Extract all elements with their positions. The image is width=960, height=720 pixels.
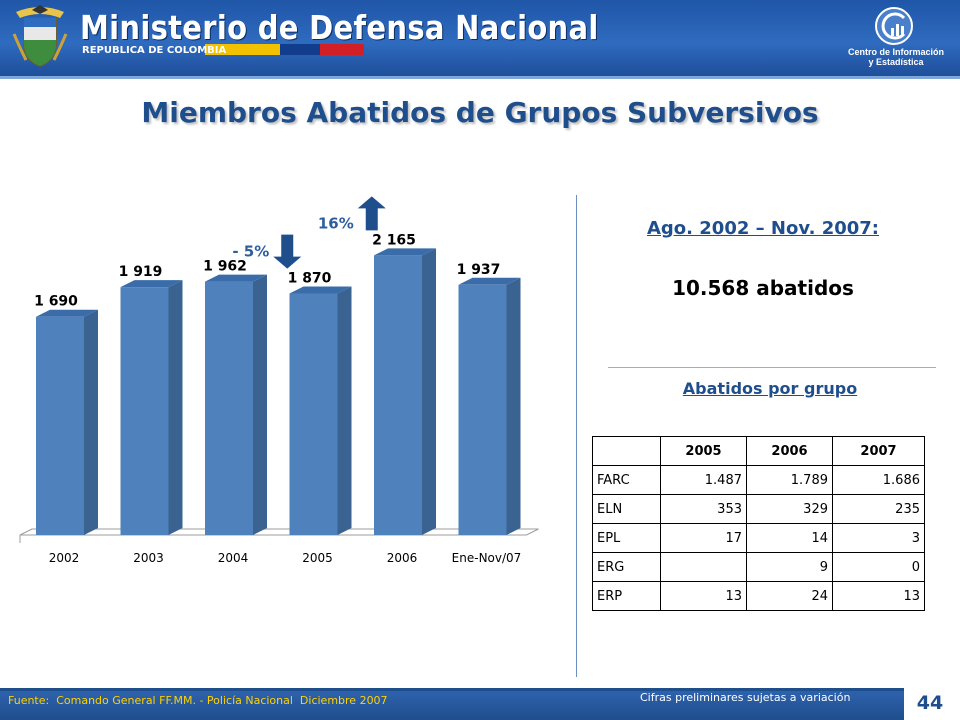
- information-center-line-1: Centro de Información: [847, 47, 944, 57]
- bar-side: [84, 309, 98, 535]
- table-row: EPL 17 14 3: [592, 523, 925, 553]
- change-label: 16%: [318, 214, 354, 232]
- data-label: 1 919: [119, 264, 163, 280]
- bar-top: [120, 280, 183, 288]
- table-cell: 1.686: [832, 465, 925, 495]
- bar-side: [337, 286, 352, 535]
- group-table: 2005 2006 2007 FARC 1.487 1.789 1.686 EL…: [592, 436, 925, 611]
- data-label: 1 962: [203, 259, 247, 275]
- column-header: 2007: [832, 436, 925, 466]
- bar-side: [506, 277, 521, 535]
- table-cell: 1.789: [746, 465, 833, 495]
- bar: [374, 255, 422, 535]
- group-name: ERP: [592, 581, 661, 611]
- table-cell: 329: [746, 494, 833, 524]
- bar: [289, 293, 338, 535]
- bar-side: [168, 280, 183, 535]
- bar-top: [374, 248, 436, 256]
- footer-bar: [0, 691, 904, 720]
- data-label: 1 870: [288, 270, 332, 286]
- header-bar: [0, 0, 960, 78]
- x-tick-label: 2004: [218, 551, 249, 565]
- bar: [36, 316, 84, 535]
- data-label: 1 937: [457, 262, 501, 278]
- data-label: 2 165: [372, 232, 416, 248]
- bar-side: [253, 274, 267, 535]
- republic-label: REPUBLICA DE COLOMBIA: [82, 45, 227, 56]
- header-divider: [0, 76, 960, 79]
- information-center-label: Centro de Información y Estadística: [840, 47, 952, 67]
- column-header: [592, 436, 661, 466]
- column-header: 2005: [660, 436, 747, 466]
- table-cell: 17: [660, 523, 747, 553]
- footer-divider: [0, 688, 904, 691]
- preliminary-note: Cifras preliminares sujetas a variación: [640, 691, 851, 704]
- source-note: Fuente: Comando General FF.MM. - Policía…: [8, 694, 388, 707]
- table-row: ELN 353 329 235: [592, 494, 925, 524]
- coat-of-arms-icon: [12, 5, 68, 67]
- information-center-logo-icon: [875, 7, 913, 45]
- table-cell: 353: [660, 494, 747, 524]
- flag-stripe-yellow: [205, 44, 280, 55]
- x-tick-label: 2003: [133, 551, 164, 565]
- table-cell: 0: [832, 552, 925, 582]
- x-tick-label: 2002: [49, 551, 80, 565]
- group-name: ELN: [592, 494, 661, 524]
- table-cell: 9: [746, 552, 833, 582]
- column-header: 2006: [746, 436, 833, 466]
- table-cell: [660, 552, 747, 582]
- x-tick-label: 2005: [302, 551, 333, 565]
- total-count: 10.568 abatidos: [672, 276, 854, 300]
- arrow-up-icon: [357, 196, 386, 231]
- table-cell: 235: [832, 494, 925, 524]
- bar-top: [205, 274, 267, 282]
- information-center-line-2: y Estadística: [868, 57, 924, 67]
- x-tick-label: 2006: [387, 551, 418, 565]
- table-cell: 14: [746, 523, 833, 553]
- group-name: FARC: [592, 465, 661, 495]
- table-cell: 13: [832, 581, 925, 611]
- bar-side: [422, 248, 436, 535]
- table-row: ERP 13 24 13: [592, 581, 925, 611]
- ministry-title: Ministerio de Defensa Nacional: [80, 8, 599, 48]
- period-label: Ago. 2002 – Nov. 2007:: [646, 218, 879, 239]
- page-title: Miembros Abatidos de Grupos Subversivos: [141, 96, 819, 129]
- bar: [205, 281, 253, 535]
- table-row: FARC 1.487 1.789 1.686: [592, 465, 925, 495]
- bar: [120, 287, 169, 535]
- vertical-divider: [576, 195, 577, 677]
- flag-stripe-blue: [280, 44, 320, 55]
- group-name: ERG: [592, 552, 661, 582]
- table-cell: 1.487: [660, 465, 747, 495]
- table-cell: 13: [660, 581, 747, 611]
- table-header-row: 2005 2006 2007: [592, 436, 925, 466]
- group-name: EPL: [592, 523, 661, 553]
- bar-top: [36, 309, 98, 317]
- bar: [458, 284, 507, 535]
- group-table-heading: Abatidos por grupo: [682, 379, 858, 398]
- x-tick-label: Ene-Nov/07: [452, 551, 522, 565]
- data-label: 1 690: [34, 294, 78, 310]
- flag-stripe-red: [320, 44, 364, 55]
- table-cell: 3: [832, 523, 925, 553]
- horizontal-divider: [608, 367, 936, 368]
- bar-top: [458, 277, 521, 285]
- page-number: 44: [916, 692, 944, 714]
- table-row: ERG 9 0: [592, 552, 925, 582]
- bar-chart: 1 690 2002 1 919 2003 1 962 2004 1 870 2005 2 16…: [19, 196, 539, 565]
- change-label: - 5%: [232, 243, 269, 261]
- arrow-down-icon: [273, 234, 302, 269]
- table-cell: 24: [746, 581, 833, 611]
- bar-top: [289, 286, 352, 294]
